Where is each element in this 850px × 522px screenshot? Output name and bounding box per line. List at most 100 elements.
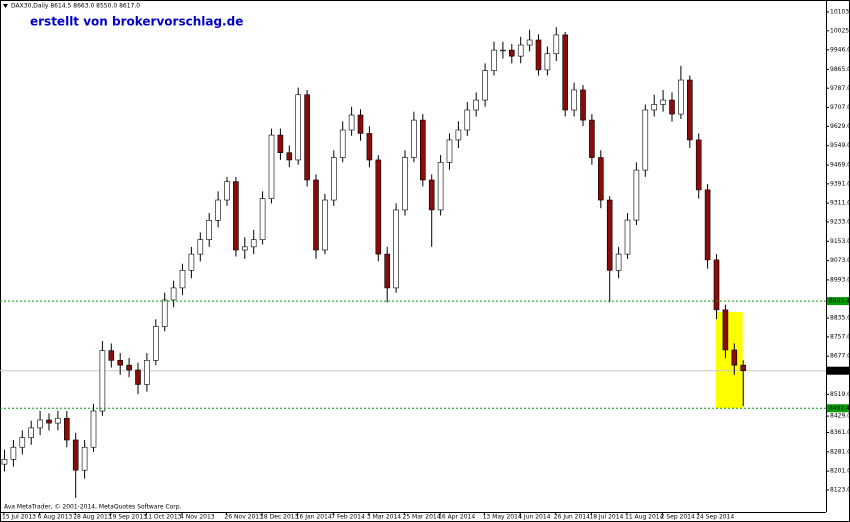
candle-body	[704, 189, 711, 261]
candle-body	[589, 119, 595, 158]
candle-body	[250, 239, 257, 248]
candle-body	[375, 159, 382, 255]
candle-body	[642, 109, 649, 171]
candle-body	[722, 309, 729, 351]
candle-body	[402, 157, 408, 211]
candle-body	[64, 417, 70, 441]
candle-body	[491, 49, 497, 71]
candle-body	[19, 437, 26, 448]
x-tick-label: 16 Jan 2014	[296, 514, 332, 521]
candle-body	[517, 44, 524, 57]
x-tick-label: 2 Sep 2014	[661, 514, 695, 521]
x-tick-label: 4 Jun 2014	[518, 514, 550, 521]
candle-body	[580, 89, 586, 121]
candle-body	[277, 134, 284, 154]
y-tick-label: 9629.0	[830, 123, 850, 130]
candle-body	[153, 326, 159, 361]
candle-body	[455, 129, 462, 141]
y-tick-label: 10025.0	[830, 27, 850, 34]
x-tick-label: 28 Aug 2013	[73, 514, 112, 521]
candle-body	[571, 89, 577, 111]
candle-body	[215, 199, 221, 221]
level-label: 8461.4	[829, 405, 850, 412]
candle-body	[330, 157, 337, 201]
candle-body	[366, 133, 373, 161]
candle-body	[1, 459, 8, 465]
candle-body	[348, 114, 355, 131]
candle-body	[117, 360, 123, 366]
x-tick-label: 18 Jul 2014	[589, 514, 623, 521]
candle-body	[597, 157, 604, 201]
candle-body	[678, 79, 684, 115]
x-tick-label: 25 Mar 2014	[403, 514, 441, 521]
candle-body	[660, 99, 666, 105]
candle-body	[10, 446, 17, 460]
current-price-label: 8617.0	[829, 367, 850, 374]
candle-body	[384, 253, 391, 289]
x-tick-label: 26 Jun 2014	[554, 514, 590, 521]
y-tick-label: 9549.0	[830, 142, 850, 149]
chart-header: DAX30,Daily 8614.5 8663.0 8550.0 8617.0	[11, 3, 140, 10]
candle-body	[304, 94, 310, 181]
x-tick-label: 16 Apr 2014	[438, 514, 475, 521]
candle-body	[322, 199, 328, 251]
candle-body	[624, 219, 631, 255]
x-tick-label: 19 Sep 2013	[109, 514, 147, 521]
candle-body	[686, 79, 693, 141]
y-tick-label: 8993.0	[830, 276, 850, 283]
y-tick-label: 8201.0	[830, 468, 850, 475]
candle-body	[428, 179, 435, 211]
candle-body	[393, 209, 399, 289]
candle-body	[669, 99, 675, 115]
y-tick-label: 10103.0	[830, 8, 850, 15]
candle-body	[233, 181, 239, 251]
candle-body	[446, 139, 453, 163]
y-tick-label: 9153.0	[830, 238, 850, 245]
y-tick-label: 8835.0	[830, 315, 850, 322]
candle-body	[713, 259, 720, 311]
candle-body	[535, 39, 542, 71]
y-tick-label: 8361.0	[830, 429, 850, 436]
candle-body	[482, 70, 488, 101]
x-tick-label: 3 Mar 2014	[367, 514, 401, 521]
candle-body	[357, 114, 364, 134]
y-tick-label: 9073.0	[830, 257, 850, 264]
footer: Ava MetaTrader, © 2001-2014, MetaQuotes …	[4, 504, 182, 511]
y-tick-label: 8519.0	[830, 391, 850, 398]
current-price-tag	[827, 366, 849, 375]
candle-body	[268, 134, 275, 199]
candle-body	[55, 417, 61, 424]
y-tick-label: 8281.0	[830, 448, 850, 455]
candle-body	[197, 239, 204, 255]
x-tick-label: 13 May 2014	[483, 514, 522, 521]
level-tag	[827, 404, 849, 413]
candle-body	[286, 152, 293, 161]
candle-body	[500, 49, 506, 52]
x-tick-label: 26 Nov 2013	[225, 514, 264, 521]
x-tick-label: 6 Aug 2013	[38, 514, 73, 521]
candle-body	[81, 446, 88, 471]
x-tick-label: 11 Oct 2013	[144, 514, 181, 521]
candle-body	[615, 253, 622, 271]
x-tick-label: 15 Jul 2013	[2, 514, 36, 521]
candle-body	[242, 246, 248, 251]
candle-body	[144, 360, 150, 385]
candle-body	[473, 99, 480, 111]
y-tick-label: 9469.0	[830, 162, 850, 169]
candle-body	[633, 169, 640, 221]
candle-body	[464, 109, 471, 131]
candle-body	[126, 364, 132, 371]
candle-body	[553, 34, 560, 55]
x-tick-label: 18 Dec 2013	[260, 514, 299, 521]
candle-body	[651, 104, 658, 111]
candle-body	[46, 419, 52, 424]
candle-body	[37, 419, 43, 429]
candle-body	[206, 220, 212, 240]
candle-body	[411, 119, 417, 158]
candle-body	[108, 350, 115, 361]
candle-body	[606, 199, 613, 271]
candle-body	[99, 350, 106, 412]
candle-body	[170, 287, 177, 301]
candle-body	[526, 39, 533, 46]
